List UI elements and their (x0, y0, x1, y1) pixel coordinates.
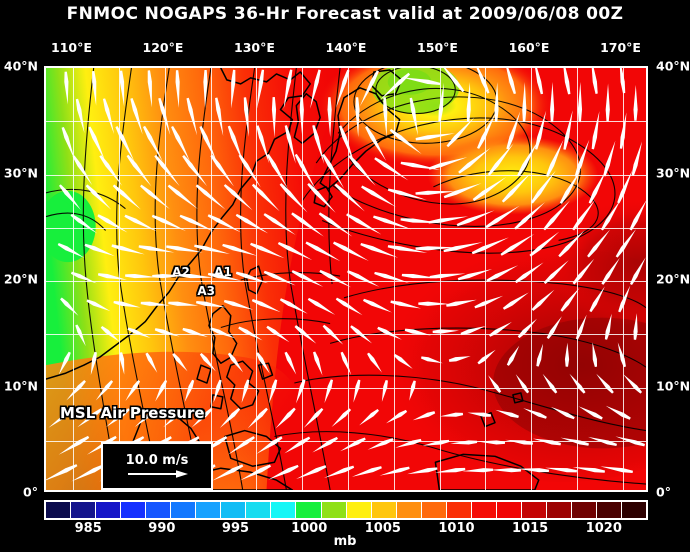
gridline-lon-135 (302, 68, 304, 490)
lat-tick-right-30: 30°N (656, 165, 690, 180)
colorbar-band-1003 (346, 502, 372, 518)
lat-tick-left-20: 20°N (3, 271, 38, 287)
lon-tick-150: 150°E (417, 40, 458, 55)
lon-tick-130: 130°E (234, 40, 275, 55)
colorbar-band-1023 (622, 502, 647, 518)
gridline-lon-170 (622, 68, 624, 490)
lat-tick-left-40: 40°N (3, 58, 38, 74)
colorbar-band-1009 (421, 502, 447, 518)
colorbar-band-988 (121, 502, 147, 518)
colorbar-band-992 (171, 502, 197, 518)
colorbar-band-1015 (496, 502, 522, 518)
lon-tick-170: 170°E (600, 40, 641, 55)
gridline-lat-10 (46, 387, 646, 389)
lon-tick-160: 160°E (508, 40, 550, 55)
colorbar-band-1017 (521, 502, 547, 518)
colorbar-band-1022 (597, 502, 623, 518)
colorbar-band-990 (146, 502, 172, 518)
colorbar-band-1021 (571, 502, 598, 518)
colorbar-band-1005 (371, 502, 397, 518)
lon-tick-110: 110°E (51, 40, 92, 55)
colorbar-band-999 (296, 502, 322, 518)
gridline-lon-120 (164, 68, 166, 490)
colorbar-band-1011 (446, 502, 472, 518)
lon-tick-140: 140°E (325, 40, 367, 55)
gridline-lat-20 (46, 281, 646, 282)
map-plot-area[interactable]: A2 A1 A3 MSL Air Pressure 10.0 m/s (44, 66, 648, 492)
colorbar-band-997 (246, 502, 272, 518)
colorbar-tick-1000: 1000 (291, 521, 328, 536)
gridline-lon-155 (485, 68, 487, 490)
gridline-lon-125 (210, 68, 212, 490)
lat-tick-right-40: 40°N (656, 58, 690, 74)
gridline-lon-140 (348, 68, 349, 490)
lat-tick-right-10: 10°N (656, 378, 690, 393)
gridline-lat-35 (46, 121, 646, 123)
colorbar-tick-985: 985 (74, 521, 102, 536)
gridline-lat-15 (46, 334, 646, 336)
gridline-lat-30 (46, 174, 646, 176)
gridline-lat-25 (46, 227, 646, 229)
storm-marker-a3[interactable]: A3 (197, 283, 216, 298)
colorbar-unit-label: mb (333, 534, 357, 549)
page-title: FNMOC NOGAPS 36-Hr Forecast valid at 200… (66, 4, 624, 24)
lat-tick-left-30: 30°N (3, 165, 38, 180)
colorbar-band-994 (196, 502, 222, 518)
field-label: MSL Air Pressure (60, 404, 205, 422)
lat-tick-right-0: 0° (656, 484, 671, 500)
lat-tick-left-10: 10°N (3, 378, 38, 393)
lat-tick-left-0: 0° (23, 484, 38, 500)
colorbar-tick-1005: 1005 (364, 521, 401, 536)
colorbar-tick-1015: 1015 (512, 521, 549, 536)
gridline-lon-150 (439, 68, 441, 490)
colorbar-tick-995: 995 (221, 521, 250, 536)
colorbar-tick-1020: 1020 (585, 521, 622, 536)
colorbar-band-1001 (321, 502, 347, 518)
colorbar-band-998 (271, 502, 297, 518)
colorbar-band-982 (46, 502, 72, 518)
colorbar-band-1019 (546, 502, 572, 518)
pressure-colorbar[interactable] (44, 500, 648, 520)
gridline-lat-5 (46, 440, 646, 442)
wind-vectors (46, 68, 646, 482)
colorbar-band-1007 (396, 502, 422, 518)
colorbar-band-1013 (471, 502, 497, 518)
colorbar-band-984 (71, 502, 97, 518)
wind-vector-key-label: 10.0 m/s (125, 453, 189, 468)
colorbar-band-996 (221, 502, 247, 518)
gridline-lon-160 (531, 68, 533, 490)
lon-tick-120: 120°E (142, 40, 184, 55)
colorbar-band-986 (96, 502, 122, 518)
lat-tick-right-20: 20°N (656, 271, 690, 287)
right-arrow-icon (128, 470, 188, 478)
colorbar-tick-1010: 1010 (438, 521, 475, 536)
wind-vector-key: 10.0 m/s (101, 442, 213, 490)
colorbar-tick-990: 990 (148, 521, 176, 536)
gridline-lon-110 (73, 68, 75, 490)
